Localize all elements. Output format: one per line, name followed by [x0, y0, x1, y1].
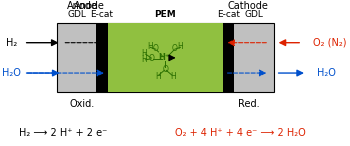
Text: E-cat: E-cat [217, 10, 240, 19]
Text: H₂O: H₂O [2, 68, 21, 78]
Text: H₂O: H₂O [317, 68, 336, 78]
Bar [96, 23, 108, 92]
Text: PEM: PEM [154, 10, 176, 19]
Text: O₂ + 4 H⁺ + 4 e⁻ ⟶ 2 H₂O: O₂ + 4 H⁺ + 4 e⁻ ⟶ 2 H₂O [175, 128, 306, 138]
Text: Cathode: Cathode [228, 1, 269, 11]
Text: H₂ ⟶ 2 H⁺ + 2 e⁻: H₂ ⟶ 2 H⁺ + 2 e⁻ [19, 128, 107, 138]
Text: H⁺·: H⁺· [158, 53, 173, 62]
Bar [108, 23, 223, 92]
Text: H: H [177, 42, 183, 51]
Text: H: H [142, 49, 147, 58]
Text: Anode: Anode [74, 1, 105, 11]
Text: O: O [162, 65, 168, 74]
Text: Oxid.: Oxid. [70, 99, 95, 109]
Text: O: O [172, 44, 178, 53]
Text: H₂: H₂ [6, 38, 17, 48]
Text: GDL: GDL [245, 10, 264, 19]
Text: H: H [147, 42, 153, 51]
Text: Red.: Red. [238, 99, 259, 109]
FancyBboxPatch shape [57, 23, 274, 92]
Text: H: H [142, 55, 147, 64]
Text: H: H [170, 72, 176, 81]
Bar [223, 23, 234, 92]
Text: GDL: GDL [67, 10, 86, 19]
Text: H: H [155, 72, 161, 81]
Text: O: O [148, 54, 154, 63]
Text: O₂ (N₂): O₂ (N₂) [314, 38, 347, 48]
Text: E-cat: E-cat [91, 10, 113, 19]
Text: Anode: Anode [67, 1, 98, 11]
Text: O: O [153, 44, 159, 53]
